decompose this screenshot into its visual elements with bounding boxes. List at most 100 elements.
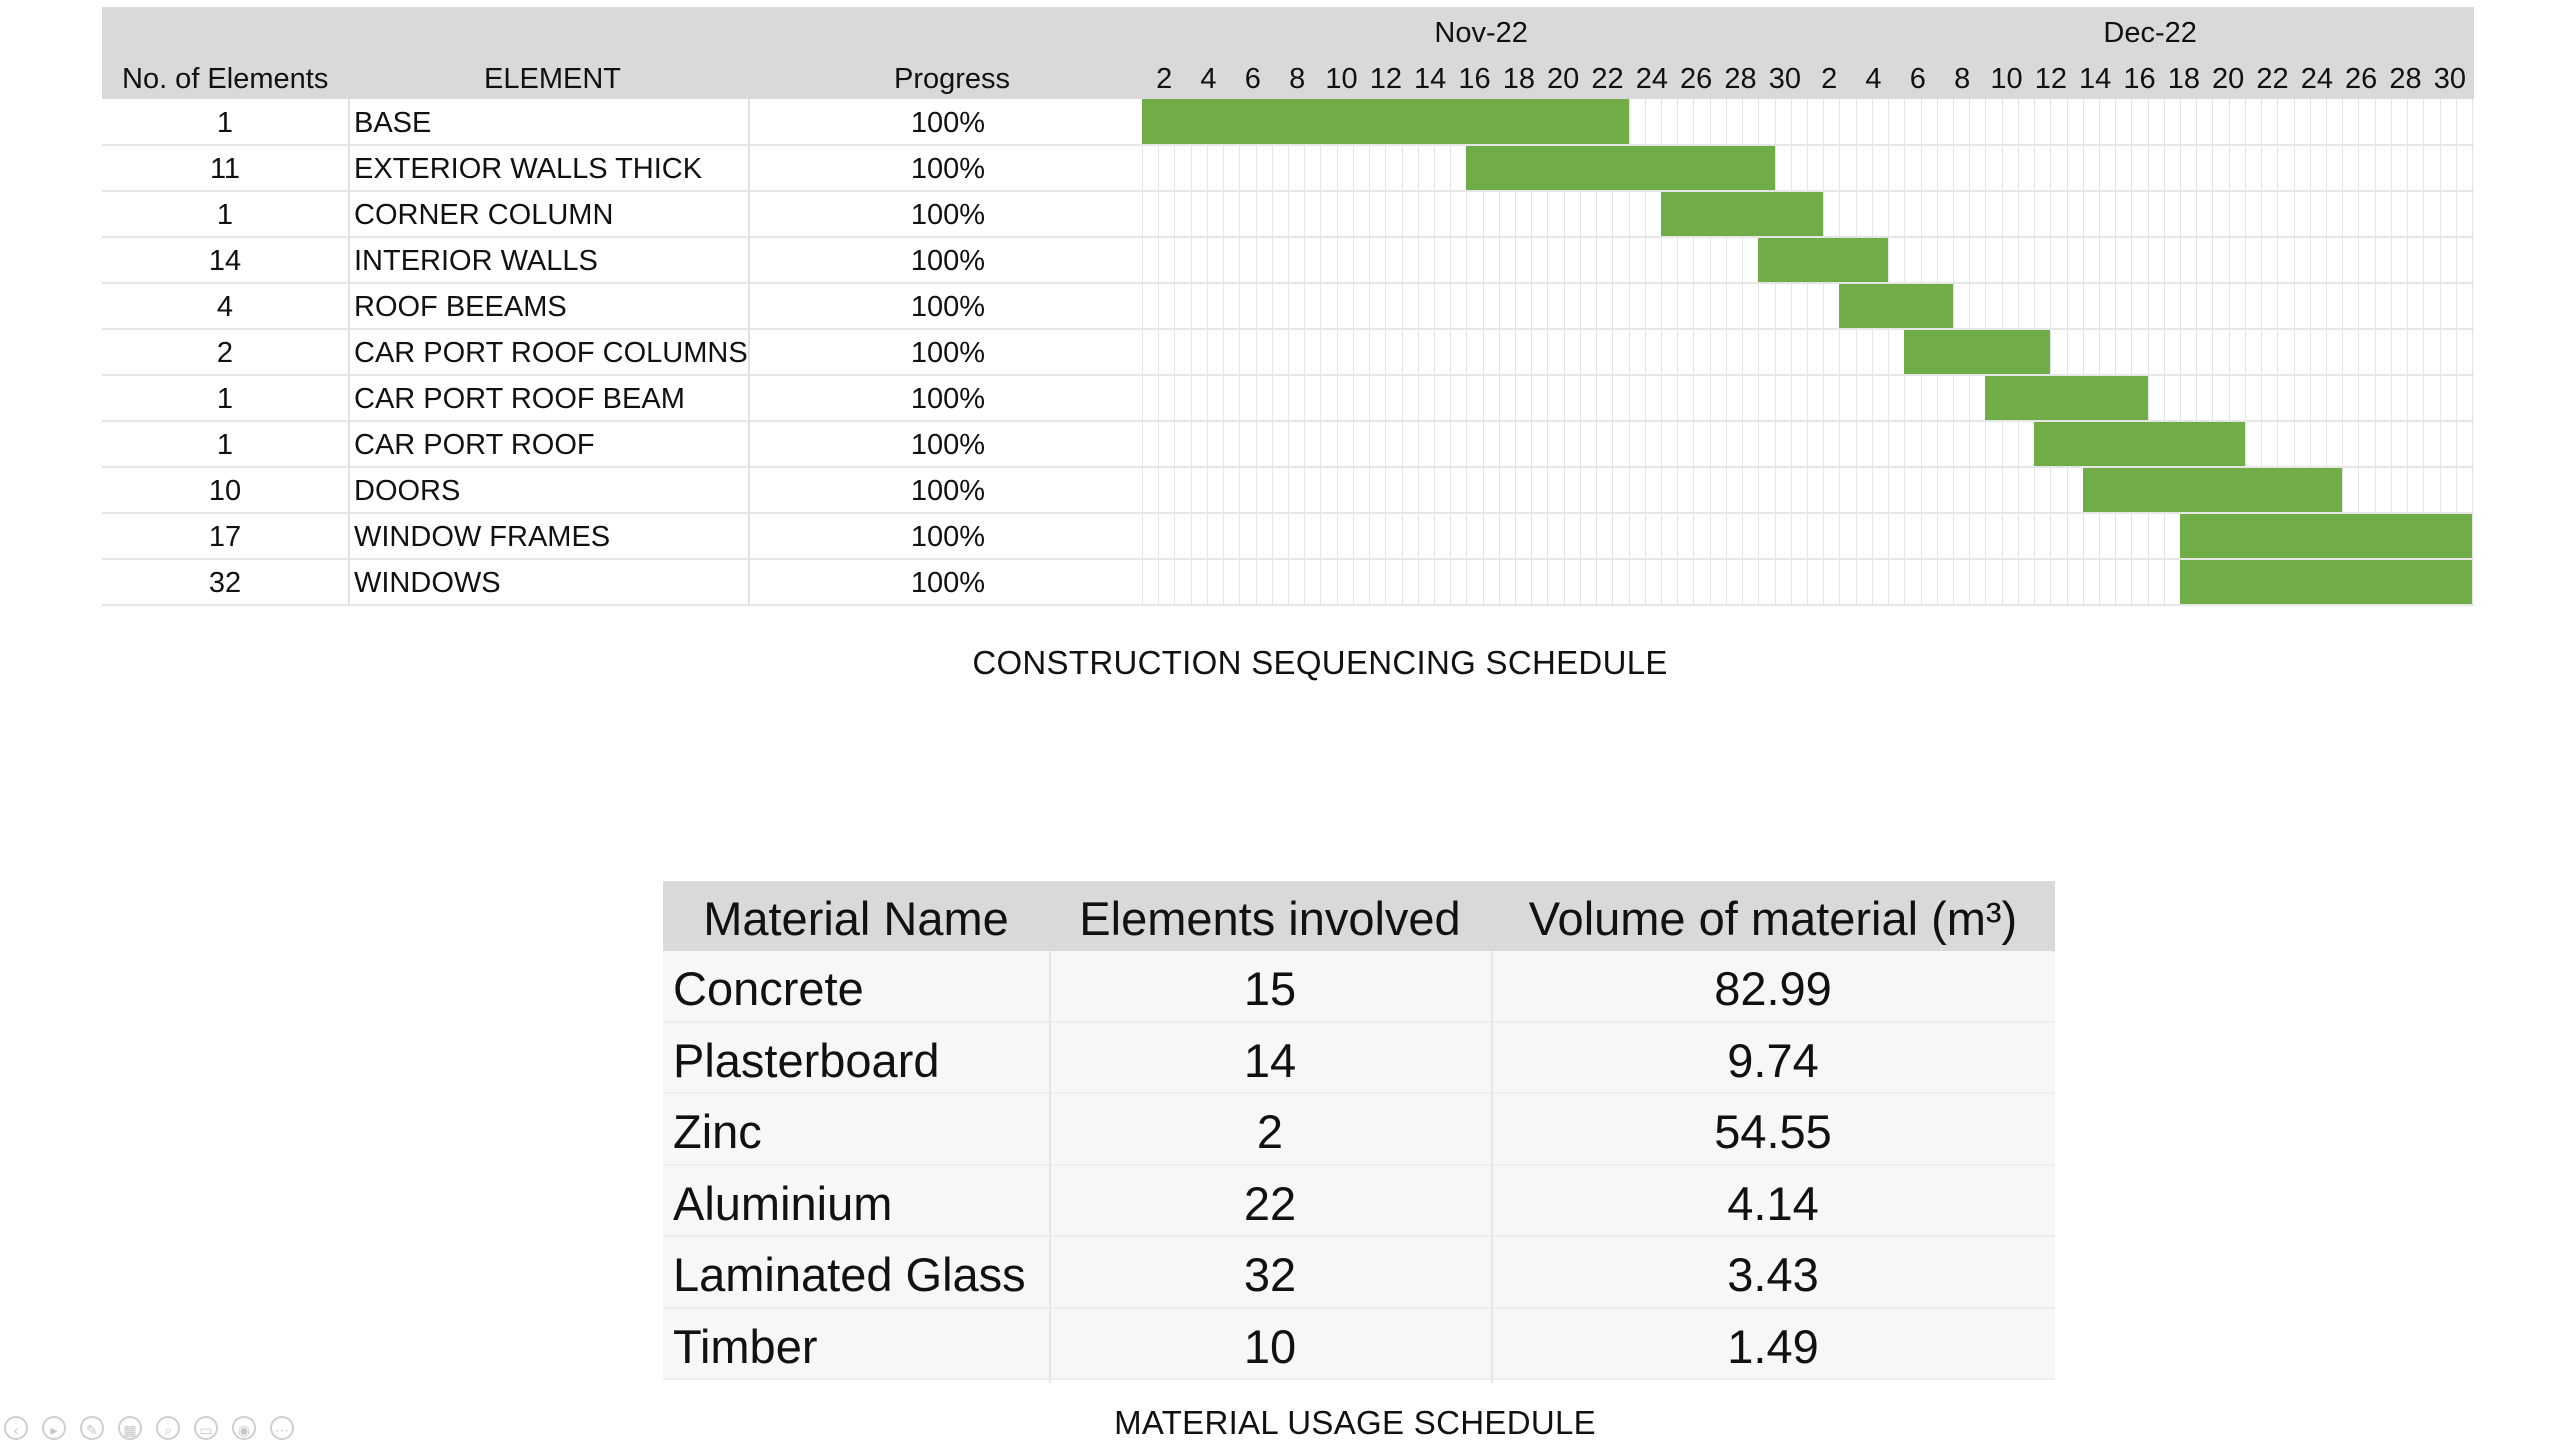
grid-line xyxy=(1612,99,1614,605)
grid-line xyxy=(2472,99,2473,605)
row-divider xyxy=(102,420,2474,422)
day-label: 6 xyxy=(1244,63,1261,95)
grid-line xyxy=(1839,99,1841,605)
material-row-divider xyxy=(663,1235,2055,1237)
day-label: 12 xyxy=(2034,63,2067,95)
material-elements: 22 xyxy=(1243,1176,1297,1230)
material-name: Plasterboard xyxy=(673,1033,940,1087)
material-row xyxy=(663,1022,2055,1094)
row-element: CAR PORT ROOF xyxy=(354,429,595,461)
grid-line xyxy=(1320,99,1322,605)
material-volume: 3.43 xyxy=(1727,1248,1819,1301)
grid-line xyxy=(1385,99,1387,605)
grid-line xyxy=(2163,99,2165,605)
row-element: BASE xyxy=(354,107,432,139)
grid-line xyxy=(1579,99,1581,605)
material-volume: 54.55 xyxy=(1714,1105,1832,1158)
grid-line xyxy=(1563,99,1565,605)
day-label: 24 xyxy=(1635,63,1668,95)
grid-line xyxy=(1531,99,1533,605)
material-row-divider xyxy=(663,1092,2055,1094)
prev-icon[interactable]: ‹ xyxy=(4,1416,28,1440)
column-separator xyxy=(748,99,750,605)
grid-line xyxy=(2326,99,2328,605)
grid-line xyxy=(1871,99,1873,605)
material-name: Zinc xyxy=(673,1105,762,1158)
grid-line xyxy=(2358,99,2360,605)
subtitles-icon[interactable]: ▭ xyxy=(194,1416,218,1440)
material-row xyxy=(663,1237,2055,1308)
row-element: CAR PORT ROOF COLUMNS xyxy=(354,337,748,369)
row-element: DOORS xyxy=(354,475,461,507)
day-label: 4 xyxy=(1200,63,1217,95)
grid-line xyxy=(1271,99,1273,605)
header-elements-involved: Elements involved xyxy=(1079,892,1461,945)
grid-line xyxy=(1304,99,1306,605)
camera-icon[interactable]: ◉ xyxy=(232,1416,256,1440)
grid-line xyxy=(2261,99,2263,605)
row-divider xyxy=(102,282,2474,284)
row-divider xyxy=(102,512,2474,514)
slides-icon[interactable]: ▦ xyxy=(118,1416,142,1440)
row-progress: 100% xyxy=(910,429,986,461)
grid-line xyxy=(1693,99,1695,605)
play-icon[interactable]: ▸ xyxy=(42,1416,66,1440)
grid-line xyxy=(1498,99,1500,605)
row-count: 1 xyxy=(216,383,234,415)
gantt-bar xyxy=(2180,513,2472,559)
row-divider xyxy=(102,558,2474,560)
row-divider xyxy=(102,604,2474,606)
grid-line xyxy=(2244,99,2246,605)
material-volume: 82.99 xyxy=(1714,962,1832,1015)
material-volume: 4.14 xyxy=(1727,1176,1819,1230)
grid-line xyxy=(2374,99,2376,605)
row-progress: 100% xyxy=(910,153,986,185)
material-row xyxy=(663,1094,2055,1165)
material-elements: 15 xyxy=(1243,962,1297,1015)
row-count: 14 xyxy=(208,245,242,277)
row-divider xyxy=(102,144,2474,146)
material-column-separator xyxy=(1491,951,1493,1383)
material-elements: 2 xyxy=(1256,1105,1284,1158)
gantt-bar xyxy=(1904,329,2051,375)
day-label: 16 xyxy=(2123,63,2156,95)
row-progress: 100% xyxy=(910,199,986,231)
day-label: 14 xyxy=(2079,63,2112,95)
grid-line xyxy=(2147,99,2149,605)
day-label: 18 xyxy=(2167,63,2200,95)
day-label: 8 xyxy=(1954,63,1971,95)
grid-line xyxy=(2131,99,2133,605)
material-name: Laminated Glass xyxy=(673,1248,1026,1301)
header-material-name: Material Name xyxy=(703,892,1009,945)
grid-line xyxy=(1466,99,1468,605)
material-header xyxy=(663,881,2055,951)
row-divider xyxy=(102,190,2474,192)
row-element: EXTERIOR WALLS THICK xyxy=(354,153,703,185)
row-element: CORNER COLUMN xyxy=(354,199,614,231)
grid-line xyxy=(2196,99,2198,605)
row-progress: 100% xyxy=(910,245,986,277)
grid-line xyxy=(2066,99,2068,605)
row-progress: 100% xyxy=(910,567,986,599)
grid-line xyxy=(1596,99,1598,605)
grid-line xyxy=(1807,99,1808,605)
pen-icon[interactable]: ✎ xyxy=(80,1416,104,1440)
gantt-bar xyxy=(1466,145,1775,191)
material-row-divider xyxy=(663,1378,2055,1380)
row-progress: 100% xyxy=(910,383,986,415)
schedule-caption: CONSTRUCTION SEQUENCING SCHEDULE xyxy=(972,644,1668,681)
grid-line xyxy=(1547,99,1549,605)
row-element: CAR PORT ROOF BEAM xyxy=(354,383,685,415)
row-element: ROOF BEEAMS xyxy=(354,291,567,323)
grid-line xyxy=(1158,99,1160,605)
grid-line xyxy=(2423,99,2425,605)
more-icon[interactable]: ⋯ xyxy=(270,1416,294,1440)
material-elements: 32 xyxy=(1243,1248,1297,1301)
header-volume: Volume of material (m³) xyxy=(1528,892,2018,945)
material-row-divider xyxy=(663,1306,2055,1309)
grid-line xyxy=(1450,99,1452,605)
day-label: 2 xyxy=(1156,63,1173,95)
grid-line xyxy=(2293,99,2295,605)
gantt-bar xyxy=(2034,421,2245,467)
zoom-icon[interactable]: ⌕ xyxy=(156,1416,180,1440)
